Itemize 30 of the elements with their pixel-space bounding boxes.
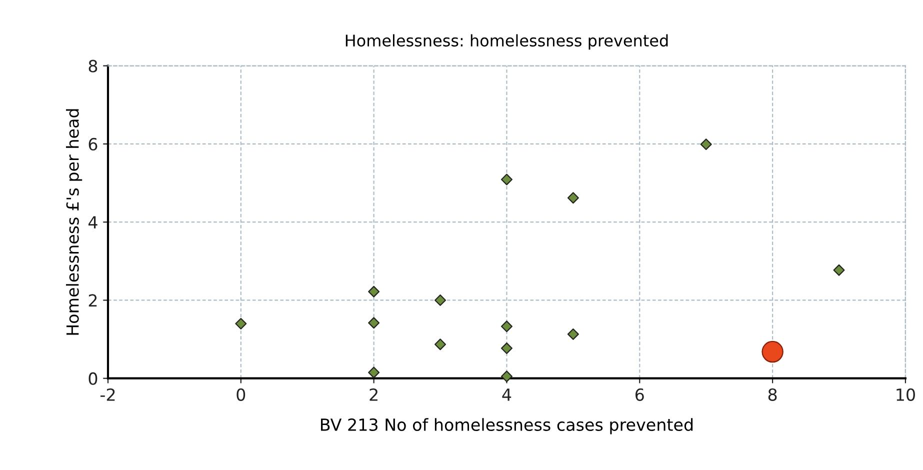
point: [700, 138, 712, 150]
x-tick-label: 8: [768, 388, 777, 401]
chart-title: Homelessness: homelessness prevented: [346, 34, 668, 50]
y-tick-label: 4: [88, 216, 98, 228]
point: [434, 338, 446, 350]
point: [500, 174, 512, 186]
point: [368, 317, 380, 329]
point: [368, 366, 380, 378]
y-tick-label: 2: [88, 294, 97, 307]
point: [567, 328, 579, 340]
point: [500, 342, 512, 354]
y-axis-title: Homelessness £'s per head: [66, 109, 82, 335]
x-tick-label: 6: [636, 388, 644, 401]
y-tick-label: 0: [88, 372, 98, 385]
point: [833, 264, 845, 276]
point: [434, 294, 446, 306]
point: [500, 370, 512, 382]
x-tick-label: -2: [100, 388, 115, 401]
y-tick-label: 8: [88, 60, 98, 72]
point: [368, 286, 380, 298]
point: [762, 340, 784, 363]
y-tick-label: 6: [88, 138, 98, 151]
x-tick-label: 2: [370, 388, 378, 401]
x-tick-label: 4: [502, 388, 512, 401]
x-axis-title: BV 213 No of homelessness cases prevented: [321, 418, 693, 434]
point: [500, 320, 512, 332]
x-tick-label: 10: [896, 388, 915, 401]
point: [235, 318, 247, 330]
point: [567, 192, 579, 204]
x-tick-label: 0: [236, 388, 246, 401]
